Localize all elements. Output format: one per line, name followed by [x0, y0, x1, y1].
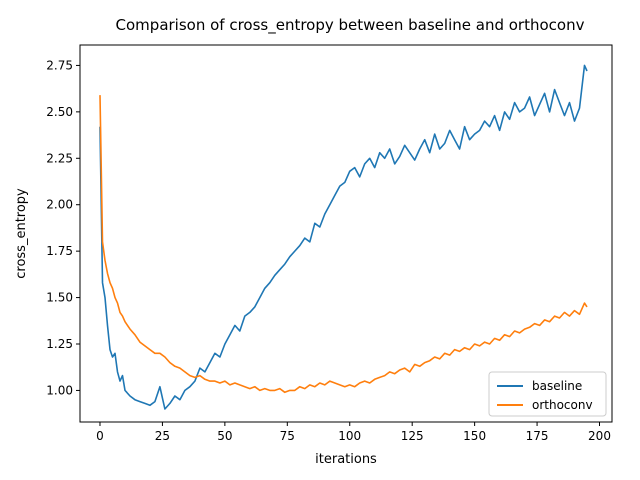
- y-tick-label: 2.75: [46, 58, 73, 72]
- x-tick-label: 50: [217, 429, 232, 443]
- x-tick-label: 175: [526, 429, 549, 443]
- plot-frame: [79, 44, 613, 423]
- axes: 0 25 50 75 100 125 150 175 200 1.00 1.25 1.50 1.75 2.…: [46, 58, 611, 443]
- x-tick-label: 125: [401, 429, 424, 443]
- legend-label-orthoconv: orthoconv: [532, 398, 593, 412]
- x-tick-label: 0: [96, 429, 104, 443]
- x-tick-label: 75: [280, 429, 295, 443]
- chart-title: Comparison of cross_entropy between base…: [116, 16, 585, 35]
- y-tick-label: 2.50: [46, 105, 73, 119]
- series-line-baseline: [99, 64, 588, 410]
- x-tick-label: 200: [588, 429, 611, 443]
- x-axis-label: iterations: [315, 452, 377, 467]
- x-tick-label: 100: [338, 429, 361, 443]
- y-tick-label: 2.25: [46, 151, 73, 165]
- y-tick-label: 1.25: [46, 337, 73, 351]
- y-tick-label: 1.75: [46, 244, 73, 258]
- series-line-orthoconv: [99, 95, 588, 394]
- legend: baseline orthoconv: [488, 371, 607, 417]
- x-tick-label: 150: [463, 429, 486, 443]
- series-lines: [99, 64, 588, 410]
- legend-label-baseline: baseline: [532, 379, 582, 393]
- y-tick-label: 2.00: [46, 198, 73, 212]
- y-tick-label: 1.50: [46, 291, 73, 305]
- y-axis-label: cross_entropy: [14, 188, 29, 279]
- y-tick-label: 1.00: [46, 383, 73, 397]
- x-tick-label: 25: [155, 429, 170, 443]
